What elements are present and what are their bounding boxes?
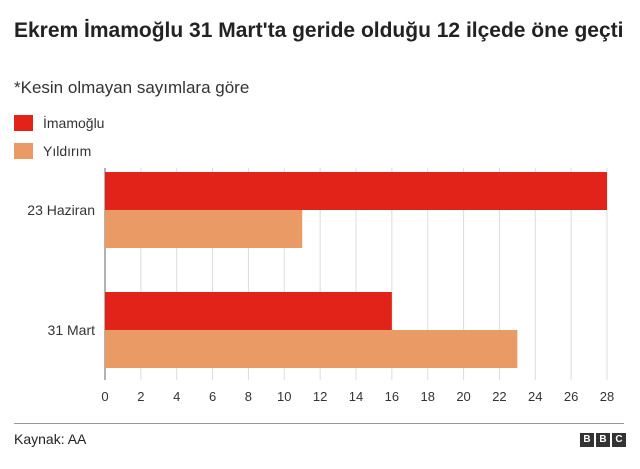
bar-0-0 xyxy=(105,172,607,210)
chart-subtitle: *Kesin olmayan sayımlara göre xyxy=(14,78,250,97)
footer-divider xyxy=(14,423,624,424)
bar-0-1 xyxy=(105,210,303,248)
x-tick-label: 26 xyxy=(564,389,578,404)
legend-item-imamoglu: İmamoğlu xyxy=(14,114,104,132)
x-tick-label: 16 xyxy=(385,389,399,404)
bbc-logo: B B C xyxy=(580,433,626,447)
logo-letter: B xyxy=(580,433,594,447)
legend-swatch-yildirim xyxy=(14,143,33,159)
x-tick-label: 8 xyxy=(245,389,252,404)
category-label: 23 Haziran xyxy=(27,202,95,218)
legend-swatch-imamoglu xyxy=(14,115,33,131)
x-tick-label: 6 xyxy=(209,389,216,404)
bar-1-0 xyxy=(105,292,392,330)
source-note: Kaynak: AA xyxy=(14,431,87,447)
x-tick-label: 18 xyxy=(420,389,434,404)
legend-label-imamoglu: İmamoğlu xyxy=(43,115,105,131)
legend-item-yildirim: Yıldırım xyxy=(14,142,104,160)
legend: İmamoğlu Yıldırım xyxy=(14,114,104,170)
x-tick-label: 28 xyxy=(600,389,614,404)
x-tick-label: 10 xyxy=(277,389,291,404)
x-tick-label: 14 xyxy=(349,389,363,404)
category-label: 31 Mart xyxy=(48,322,96,338)
x-tick-label: 0 xyxy=(101,389,108,404)
logo-letter: C xyxy=(612,433,626,447)
x-tick-label: 2 xyxy=(137,389,144,404)
x-tick-label: 12 xyxy=(313,389,327,404)
logo-letter: B xyxy=(596,433,610,447)
legend-label-yildirim: Yıldırım xyxy=(43,143,92,159)
bar-1-1 xyxy=(105,330,518,368)
x-tick-label: 22 xyxy=(492,389,506,404)
x-tick-label: 24 xyxy=(528,389,542,404)
x-tick-label: 20 xyxy=(456,389,470,404)
x-tick-label: 4 xyxy=(173,389,180,404)
chart-title: Ekrem İmamoğlu 31 Mart'ta geride olduğu … xyxy=(14,19,624,42)
